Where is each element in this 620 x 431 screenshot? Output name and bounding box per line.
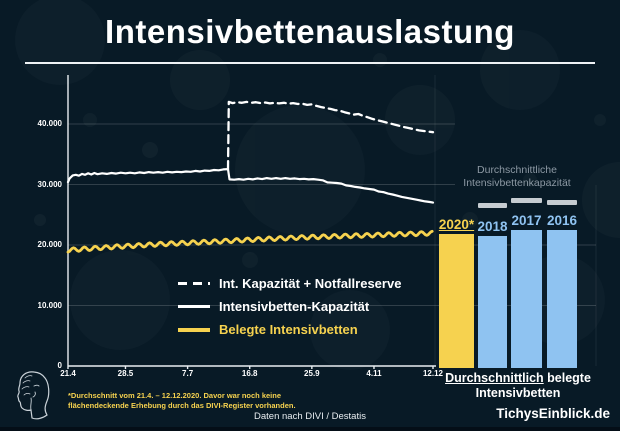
y-tick-20000: 20.000 <box>37 240 62 249</box>
series-2 <box>66 229 434 254</box>
footer-band <box>0 427 620 431</box>
x-tick-12-12: 12.12 <box>422 369 444 378</box>
legend-item-notfallreserve: Int. Kapazität + Notfallreserve <box>178 276 401 291</box>
x-tick-16-8: 16.8 <box>241 369 258 378</box>
bar-2018 <box>478 235 507 368</box>
legend-label: Belegte Intensivbetten <box>219 322 358 337</box>
solid-line-icon <box>178 305 210 308</box>
series-1 <box>66 168 435 204</box>
x-tick-4-11: 4.11 <box>366 369 382 378</box>
x-tick-25-9: 25.9 <box>304 369 320 378</box>
legend-item-kapazitaet: Intensivbetten-Kapazität <box>178 299 401 314</box>
tichys-logo-icon <box>17 371 50 420</box>
bar-chart-heading-line1: Durchschnittliche <box>477 164 557 176</box>
series-0 <box>226 100 435 171</box>
bar-label-2020: 2020* <box>438 216 475 232</box>
bar-chart-heading: Durchschnittliche Intensivbettenkapazitä… <box>437 164 597 190</box>
yellow-line-icon <box>178 327 210 332</box>
title-underline <box>25 62 595 64</box>
caption-line2: Intensivbetten <box>475 386 561 400</box>
bar-2020 <box>439 233 474 368</box>
capacity-marker-2016 <box>547 200 577 206</box>
bar-2016 <box>547 229 577 368</box>
bar-chart-heading-line2: Intensivbettenkapazität <box>463 177 571 189</box>
legend-item-belegte: Belegte Intensivbetten <box>178 322 401 337</box>
footnote: *Durchschnitt vom 21.4. – 12.12.2020. Da… <box>68 391 296 411</box>
bar-label-2018: 2018 <box>477 218 508 234</box>
x-tick-7-7: 7.7 <box>182 369 194 378</box>
capacity-marker-2018 <box>478 202 507 208</box>
y-tick-0: 0 <box>57 361 62 370</box>
bar-label-2016: 2016 <box>546 212 578 228</box>
brand-name: TichysEinblick.de <box>496 406 610 421</box>
y-tick-40000: 40.000 <box>37 119 62 128</box>
legend-label: Int. Kapazität + Notfallreserve <box>219 276 402 291</box>
footnote-line1: *Durchschnitt vom 21.4. – 12.12.2020. Da… <box>68 391 282 400</box>
bar-2017 <box>511 229 542 368</box>
bar-label-2017: 2017 <box>511 212 542 228</box>
caption-rest: belegte <box>543 371 591 385</box>
chart-legend: Int. Kapazität + Notfallreserve Intensiv… <box>178 276 401 337</box>
x-tick-21-4: 21.4 <box>60 369 76 378</box>
data-source: Daten nach DIVI / Destatis <box>254 411 366 422</box>
dashed-line-icon <box>178 282 210 285</box>
legend-label: Intensivbetten-Kapazität <box>219 299 370 314</box>
y-tick-30000: 30.000 <box>37 179 62 189</box>
page-title: Intensivbettenauslastung <box>105 13 515 50</box>
footnote-line2: flächendeckende Erhebung durch das DIVI-… <box>68 401 296 410</box>
caption-emph: Durchschnittlich <box>445 371 544 385</box>
x-tick-28-5: 28.5 <box>117 369 134 378</box>
capacity-marker-2017 <box>511 198 542 204</box>
bar-chart-caption: Durchschnittlich belegte Intensivbetten <box>430 371 606 401</box>
y-tick-10000: 10.000 <box>37 300 62 310</box>
